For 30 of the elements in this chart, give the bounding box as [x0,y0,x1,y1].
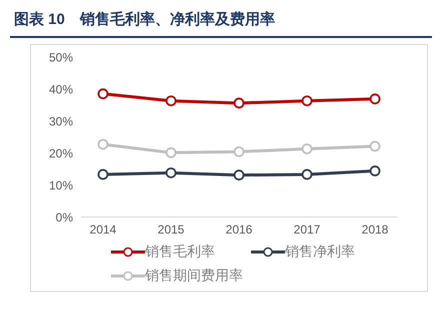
x-tick-label: 2015 [158,222,185,237]
point [98,169,108,180]
y-tick-label: 10% [48,178,74,192]
point [234,98,244,108]
x-tick-label: 2017 [294,222,321,237]
y-tick-label: 0% [56,210,74,224]
y-tick-label: 50% [48,50,74,64]
point [166,167,176,178]
point [98,88,108,100]
point [302,95,312,106]
x-tick-label: 2016 [226,222,253,237]
point [370,140,380,152]
point [98,138,108,150]
legend-label: 销售期间费用率 [145,267,243,285]
point [302,169,312,180]
y-tick-label: 20% [48,146,74,160]
legend-label: 销售毛利率 [145,243,215,261]
point [234,146,244,158]
point [370,166,380,176]
point [370,94,380,104]
point [234,170,244,180]
y-tick-label: 40% [48,82,74,96]
point [302,143,312,154]
chart-title: 图表 10 销售毛利率、净利率及费用率 [14,10,275,29]
x-tick-label: 2014 [90,222,117,237]
legend-label: 销售净利率 [285,243,355,261]
point [166,95,176,106]
point [166,147,176,158]
x-tick-label: 2018 [362,222,389,237]
y-tick-label: 30% [48,114,74,128]
